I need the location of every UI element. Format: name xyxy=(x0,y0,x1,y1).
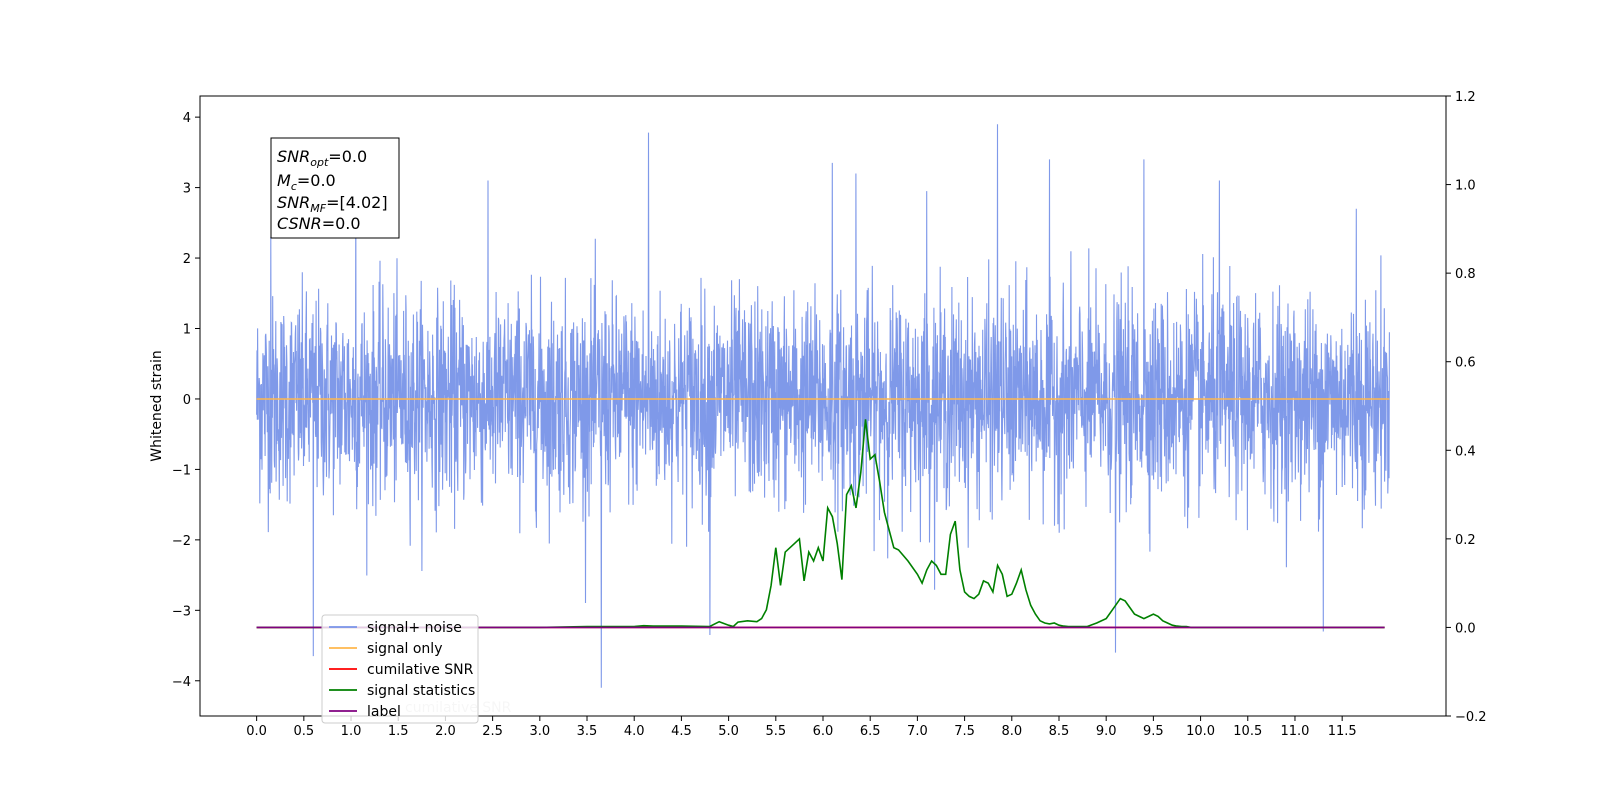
x-tick-label: 7.5 xyxy=(954,724,975,739)
snr-opt-annotation: SNRopt=0.0 xyxy=(277,147,367,169)
legend-entry-label: signal statistics xyxy=(367,683,475,699)
plot-layer xyxy=(256,124,1390,688)
x-tick-label: 3.0 xyxy=(529,724,550,739)
x-axis: 0.0 0.5 1.0 1.5 2.0 2.5 3.0 3.5 4.0 4.5 5.0 5.5 6.0 6… xyxy=(246,716,1357,739)
x-tick-label: 0.0 xyxy=(246,724,267,739)
snr-mf-annotation: SNRMF=[4.02] xyxy=(277,193,388,215)
x-tick-label: 2.0 xyxy=(435,724,456,739)
y-tick-label: −4 xyxy=(172,675,191,690)
y2-tick-label: 0.0 xyxy=(1455,621,1476,636)
x-tick-label: 9.5 xyxy=(1143,724,1164,739)
csnr-annotation: CSNR=0.0 xyxy=(277,214,361,233)
y2-tick-label: 0.2 xyxy=(1455,533,1476,548)
x-tick-label: 3.5 xyxy=(577,724,598,739)
series-signal-statistics-line xyxy=(256,419,1385,629)
x-tick-label: 7.0 xyxy=(907,724,928,739)
x-tick-label: 8.5 xyxy=(1049,724,1070,739)
legend-frame xyxy=(321,614,479,724)
x-tick-label: 10.0 xyxy=(1186,724,1215,739)
legend-entry-label: cumilative SNR xyxy=(367,662,474,678)
y-axis-right: 1.2 1.0 0.8 0.6 0.4 0.2 0.0 −0.2 xyxy=(1446,90,1487,725)
legend-entry-label: signal+ noise xyxy=(367,620,462,636)
y-tick-label: −2 xyxy=(172,534,191,549)
x-tick-label: 6.5 xyxy=(860,724,881,739)
series-signal-noise-line xyxy=(256,124,1390,688)
x-tick-label: 1.0 xyxy=(341,724,362,739)
x-tick-label: 11.0 xyxy=(1280,724,1309,739)
y2-tick-label: 1.2 xyxy=(1455,90,1476,105)
x-tick-label: 6.0 xyxy=(813,724,834,739)
x-tick-label: 8.0 xyxy=(1001,724,1022,739)
y-tick-label: 4 xyxy=(183,111,191,126)
x-tick-label: 0.5 xyxy=(293,724,314,739)
y-tick-label: −3 xyxy=(172,604,191,619)
legend-entry-label: label xyxy=(367,704,401,720)
x-tick-label: 1.5 xyxy=(388,724,409,739)
x-tick-label: 10.5 xyxy=(1233,724,1262,739)
y2-tick-label: −0.2 xyxy=(1455,710,1487,725)
x-tick-label: 4.5 xyxy=(671,724,692,739)
x-tick-label: 9.0 xyxy=(1096,724,1117,739)
x-tick-label: 11.5 xyxy=(1328,724,1357,739)
y-tick-label: 1 xyxy=(183,323,191,338)
y-tick-label: 0 xyxy=(183,393,191,408)
y-axis-label: Whitened strain xyxy=(149,350,165,461)
y2-tick-label: 0.6 xyxy=(1455,356,1476,371)
y2-tick-label: 1.0 xyxy=(1455,179,1476,194)
legend-entry-label: signal only xyxy=(367,641,442,657)
y-tick-label: 3 xyxy=(183,182,191,197)
x-tick-label: 5.5 xyxy=(765,724,786,739)
y2-tick-label: 0.4 xyxy=(1455,444,1476,459)
y-axis-left: 4 3 2 1 0 −1 −2 −3 −4 xyxy=(172,111,200,690)
y-tick-label: 2 xyxy=(183,252,191,267)
x-tick-label: 5.0 xyxy=(718,724,739,739)
y-tick-label: −1 xyxy=(172,463,191,478)
legend: cumilative SNR signal+ noise signal only c… xyxy=(321,614,512,724)
mc-annotation: Mc=0.0 xyxy=(277,171,336,193)
info-box-frame xyxy=(270,137,400,239)
x-tick-label: 2.5 xyxy=(482,724,503,739)
x-tick-label: 4.0 xyxy=(624,724,645,739)
info-box: SNRopt=0.0 Mc=0.0 SNRMF=[4.02] CSNR=0.0 xyxy=(270,137,400,239)
y2-tick-label: 0.8 xyxy=(1455,267,1476,282)
legend-overlap-text: cumilative SNR xyxy=(405,700,512,716)
